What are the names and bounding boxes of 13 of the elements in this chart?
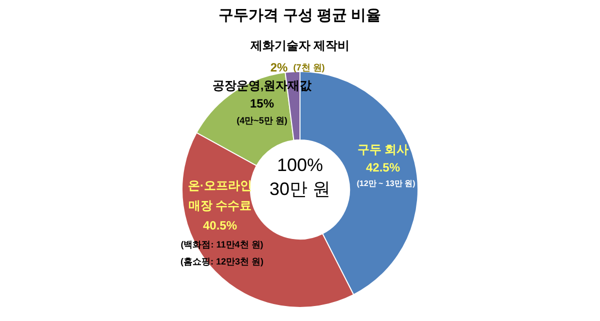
chart-title: 구두가격 구성 평균 비율 xyxy=(218,6,382,25)
text: 100% xyxy=(276,154,324,175)
data-label: 15% xyxy=(250,96,274,110)
text: (7천 원) xyxy=(293,62,325,72)
text: (12만 ~ 13만 원) xyxy=(356,179,416,188)
slice-label: 제화기술자 제작비 xyxy=(249,38,350,52)
data-label: 42.5% xyxy=(366,160,400,174)
data-label: 40.5% xyxy=(202,218,238,232)
text: (4만~5만 원) xyxy=(236,115,288,126)
text: 30만 원 xyxy=(269,178,331,199)
slice-label: 구두 회사 xyxy=(357,142,409,156)
data-label: 2% xyxy=(270,60,288,74)
slice-label: 공장운영,원자재값 xyxy=(212,78,313,92)
